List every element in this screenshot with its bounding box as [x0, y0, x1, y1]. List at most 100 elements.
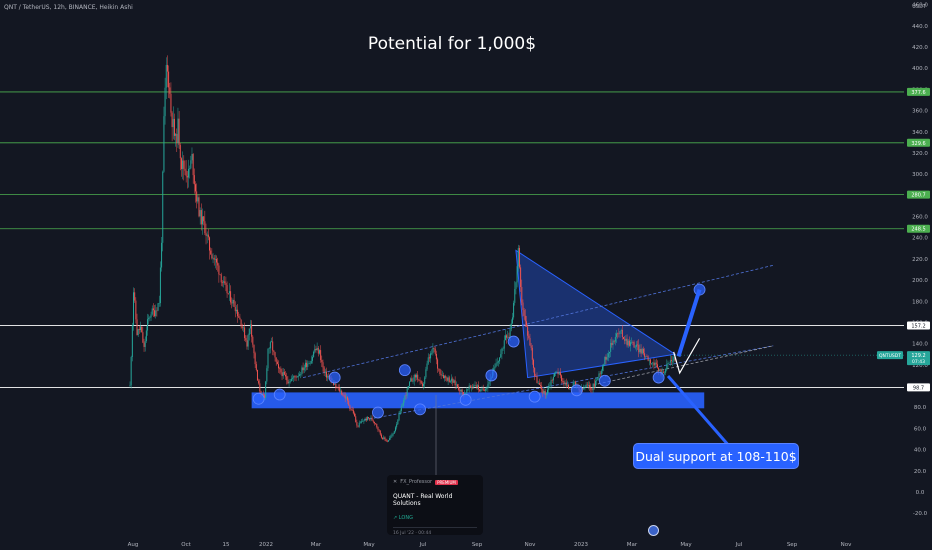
level-price-label: 98.7: [913, 385, 924, 391]
candle-body: [289, 381, 291, 382]
candle-body: [559, 372, 561, 376]
candle-body: [524, 315, 526, 322]
candle-body: [558, 372, 560, 375]
candle-body: [389, 437, 391, 441]
candle-body: [548, 385, 550, 390]
candle-body: [258, 380, 260, 384]
candle-body: [419, 380, 421, 382]
candle-body: [555, 372, 557, 373]
candle-body: [639, 348, 641, 353]
touch-point-marker: [598, 374, 611, 387]
candle-body: [334, 383, 336, 385]
candle-body: [399, 410, 401, 414]
candle-body: [343, 395, 345, 396]
candle-body: [342, 394, 344, 396]
candle-body: [294, 376, 296, 377]
candle-body: [428, 357, 430, 359]
level-price-label: 377.6: [911, 90, 925, 96]
candle-body: [531, 347, 533, 360]
candle-body: [518, 248, 520, 268]
candle-body: [405, 395, 407, 397]
symbol-header: QNT / TetherUS, 12h, BINANCE, Heikin Ash…: [4, 4, 133, 11]
candle-body: [135, 300, 137, 320]
level-price-tag: [907, 224, 930, 233]
idea-card[interactable]: ✕ FX_Professor PREMIUM QUANT - Real Worl…: [387, 475, 483, 536]
candle-body: [467, 389, 469, 390]
candle-body: [485, 389, 487, 391]
candle-body: [508, 336, 510, 338]
candle-body: [472, 386, 474, 388]
candle-body: [283, 371, 285, 375]
candle-body: [185, 170, 187, 176]
candle-body: [134, 292, 136, 301]
candle-body: [226, 285, 228, 294]
candle-body: [453, 380, 455, 383]
candle-body: [285, 374, 287, 377]
premium-badge: PREMIUM: [435, 479, 458, 485]
candle-body: [296, 376, 298, 378]
callout-pointer: [666, 375, 732, 448]
candle-body: [592, 383, 594, 391]
price-tick-label: 180.0: [912, 299, 928, 305]
us-flag-icon[interactable]: [648, 525, 659, 536]
close-icon[interactable]: ✕: [393, 479, 398, 485]
idea-title[interactable]: QUANT - Real World Solutions: [393, 493, 453, 507]
time-tick-label: Nov: [841, 542, 852, 548]
candle-body: [254, 353, 256, 365]
candle-body: [601, 366, 603, 371]
candle-body: [566, 384, 568, 386]
touch-point-marker: [652, 371, 665, 384]
candle-body: [623, 337, 625, 340]
candle-body: [382, 437, 384, 440]
trend-channel-line: [302, 264, 774, 378]
candle-body: [521, 287, 523, 303]
time-tick-label: 15: [223, 542, 230, 548]
candle-body: [404, 395, 406, 401]
candle-body: [411, 378, 413, 382]
candle-body: [619, 331, 621, 334]
candle-body: [241, 326, 243, 328]
candle-body: [155, 310, 157, 317]
candle-body: [162, 171, 164, 243]
descending-triangle: [515, 249, 677, 379]
candle-body: [390, 436, 392, 438]
candle-body: [495, 363, 497, 367]
candle-body: [297, 375, 299, 377]
candle-body: [652, 362, 654, 364]
candle-body: [166, 64, 168, 72]
author-name[interactable]: FX_Professor: [400, 479, 433, 485]
candle-body: [506, 335, 508, 338]
price-tick-label: 400.0: [912, 66, 928, 72]
candle-body: [605, 356, 607, 360]
candle-body: [308, 363, 310, 365]
candle-body: [259, 383, 261, 392]
candle-body: [538, 382, 540, 385]
level-price-tag: [907, 383, 930, 392]
candle-body: [591, 389, 593, 391]
candle-body: [621, 329, 623, 338]
candle-body: [625, 338, 627, 341]
candle-body: [545, 393, 547, 395]
candle-body: [143, 342, 145, 347]
candle-body: [274, 352, 276, 358]
candle-body: [227, 293, 229, 294]
candle-body: [378, 429, 380, 431]
candle-body: [471, 386, 473, 388]
candle-body: [570, 388, 572, 390]
candle-body: [514, 289, 516, 303]
candle-body: [376, 423, 378, 427]
candle-body: [225, 283, 227, 286]
candle-body: [620, 329, 622, 332]
candle-body: [672, 360, 674, 362]
candle-body: [451, 378, 453, 382]
candle-body: [176, 133, 178, 144]
candle-body: [357, 425, 359, 427]
candle-body: [556, 371, 558, 373]
candle-body: [413, 374, 415, 382]
candle-body: [473, 385, 475, 387]
candle-body: [164, 87, 166, 117]
candle-body: [190, 160, 192, 169]
candle-body: [170, 93, 172, 113]
candle-body: [292, 377, 294, 379]
